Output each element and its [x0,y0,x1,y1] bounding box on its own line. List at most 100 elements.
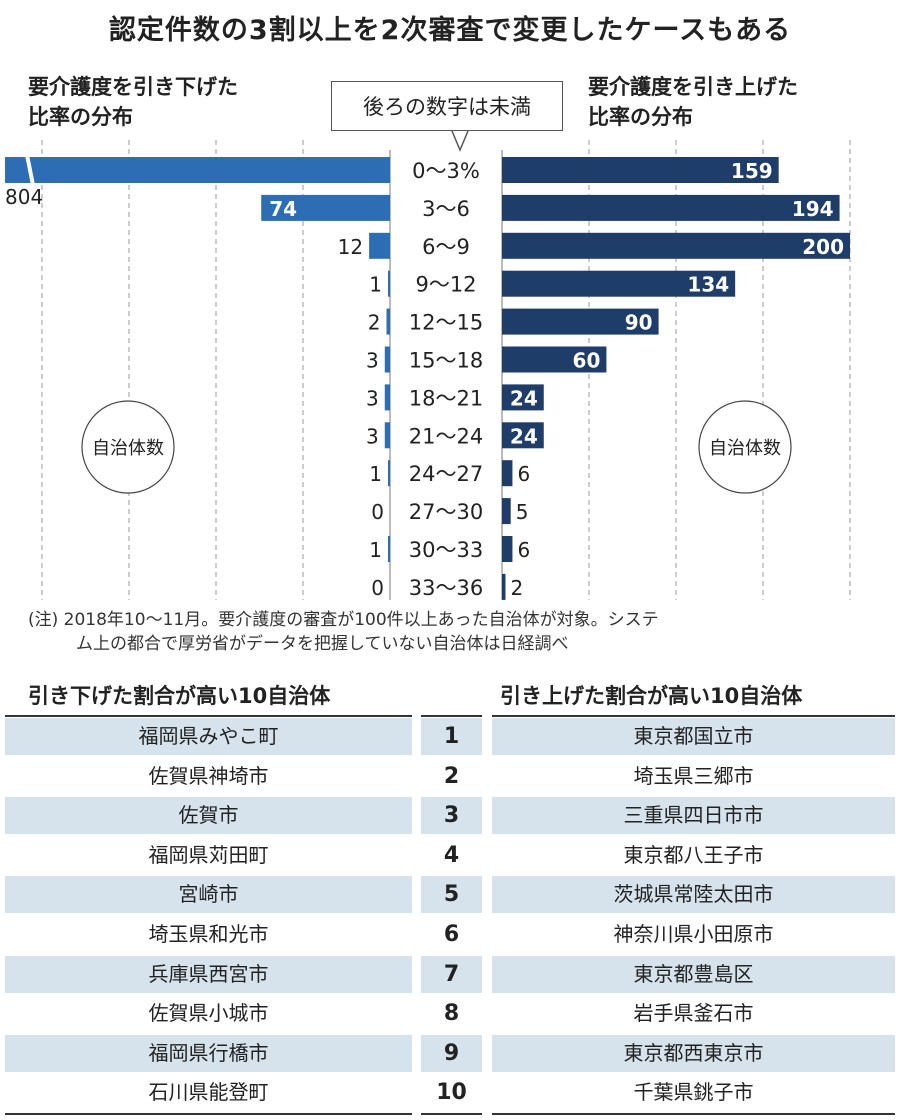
category-label: 30～33 [409,538,483,562]
table-row: 兵庫県西宮市 7 東京都豊島区 [0,955,900,995]
left-value-label: 804 [5,185,43,209]
category-label: 18～21 [409,386,483,410]
table-row: 福岡県行橋市 9 東京都西東京市 [0,1034,900,1074]
left-municipality: 石川県能登町 [148,1080,269,1105]
right-value-label: 24 [510,424,538,448]
table-rule [492,1113,895,1115]
right-bar [502,346,607,373]
callout-pointer [451,130,469,152]
right-heading-line1: 要介護度を引き上げた [588,75,798,99]
right-value-label: 90 [625,311,653,335]
left-municipality: 埼玉県和光市 [148,922,269,946]
right-bar [502,194,840,221]
left-municipality: 佐賀市 [5,797,412,835]
left-municipality: 佐賀県小城市 [148,1001,269,1026]
left-value-label: 3 [366,386,379,410]
category-label: 12～15 [409,311,483,335]
category-label: 24～27 [409,462,483,486]
table-rule [421,1113,482,1115]
category-label: 21～24 [409,424,483,448]
table-row: 佐賀市 3 三重県四日市市 [0,797,900,836]
left-bar [384,422,390,449]
right-bar [502,232,850,259]
category-label: 3～6 [422,197,470,221]
rank: 10 [436,1080,467,1106]
right-value-label: 6 [517,462,530,486]
right-value-label: 5 [516,500,529,524]
left-bar [388,270,390,297]
right-value-label: 24 [510,386,538,410]
left-bar [384,384,390,411]
right-municipality: 東京都八王子市 [623,842,764,867]
left-value-label: 0 [371,576,384,600]
rank: 5 [421,876,482,914]
category-label: 27～30 [409,500,483,524]
footnote-line2: ム上の都合で厚労省がデータを把握していない自治体は日経調べ [76,634,569,654]
right-municipality: 茨城県常陸太田市 [492,876,895,914]
unit-label: 自治体数 [92,438,164,459]
right-bar [502,157,779,183]
chart-title: 認定件数の3割以上を2次審査で変更したケースもある [108,15,792,46]
right-value-label: 200 [802,235,844,259]
left-heading-line2: 比率の分布 [28,105,133,129]
left-bar [369,232,390,259]
unit-circle [81,400,175,494]
right-bar [502,460,513,487]
right-bar [502,422,544,449]
footnote: (注) 2018年10～11月。要介護度の審査が100件以上あった自治体が対象。… [28,608,659,656]
right-value-label: 194 [792,197,834,221]
category-label: 33～36 [409,576,483,600]
rank: 1 [421,718,482,755]
left-municipality: 佐賀県神埼市 [148,763,269,788]
right-bar [502,384,544,411]
right-value-label: 134 [687,273,729,297]
table-row: 福岡県苅田町 4 東京都八王子市 [0,837,900,876]
left-municipality: 福岡県行橋市 [5,1034,412,1072]
left-heading: 要介護度を引き下げた 比率の分布 [28,72,238,132]
left-value-label: 1 [369,538,382,562]
right-municipality: 三重県四日市市 [492,797,895,835]
right-municipality: 東京都豊島区 [492,955,895,993]
left-bar [261,194,390,221]
left-value-label: 3 [366,349,379,373]
left-value-label: 1 [369,273,382,297]
left-municipality: 福岡県みやこ町 [5,718,412,755]
left-bar [386,308,390,335]
right-table-header: 引き上げた割合が高い10自治体 [500,684,803,708]
table-row: 宮崎市 5 茨城県常陸太田市 [0,876,900,915]
left-bar [5,157,390,183]
right-heading: 要介護度を引き上げた 比率の分布 [588,72,798,132]
unit-label: 自治体数 [709,438,781,459]
left-value-label: 12 [338,235,363,259]
rank: 3 [421,797,482,835]
right-municipality: 神奈川県小田原市 [613,922,774,946]
right-municipality: 埼玉県三郷市 [633,763,754,788]
right-value-label: 6 [517,538,530,562]
right-bar [502,498,511,525]
rank: 7 [421,955,482,993]
left-municipality: 兵庫県西宮市 [5,955,412,993]
left-value-label: 74 [269,197,297,221]
category-label: 15～18 [409,349,483,373]
right-value-label: 2 [510,576,523,600]
rank: 8 [443,1001,460,1027]
left-bar [388,460,390,487]
rank: 4 [443,842,460,868]
axis-break [25,154,35,186]
left-municipality: 福岡県苅田町 [148,842,269,867]
rank: 9 [421,1034,482,1072]
table-row: 石川県能登町 10 千葉県銚子市 [0,1074,900,1113]
table-rule [421,715,482,717]
left-table-header: 引き下げた割合が高い10自治体 [28,684,331,708]
table-row: 埼玉県和光市 6 神奈川県小田原市 [0,916,900,955]
right-bar [502,573,506,600]
unit-circle [698,400,792,494]
right-municipality: 岩手県釜石市 [633,1001,754,1026]
rank: 2 [443,763,460,789]
left-value-label: 0 [371,500,384,524]
table-rule [5,1113,412,1115]
left-value-label: 2 [368,311,381,335]
right-bar [502,536,513,562]
left-municipality: 宮崎市 [5,876,412,914]
